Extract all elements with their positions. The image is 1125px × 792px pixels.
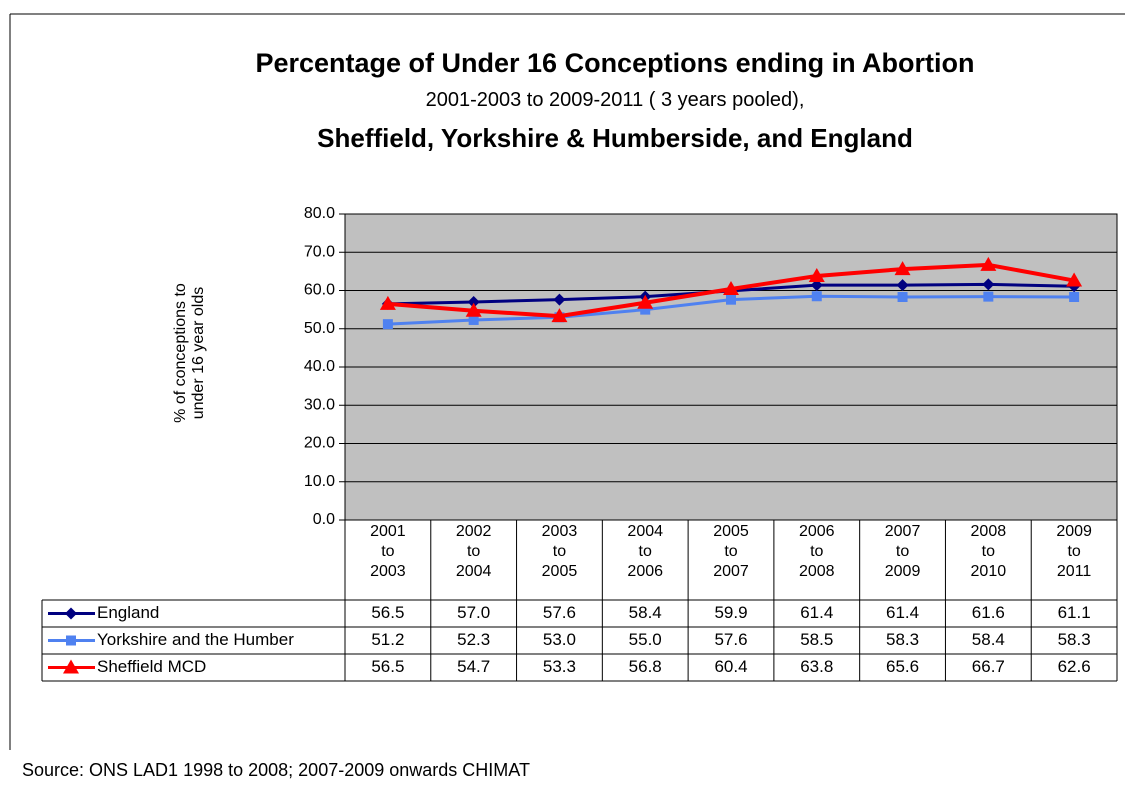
table-value: 60.4 xyxy=(714,657,747,676)
x-tick-label: 2002 to 2004 xyxy=(455,523,492,580)
source-note: Source: ONS LAD1 1998 to 2008; 2007-2009… xyxy=(22,760,530,780)
chart-subtitle: 2001-2003 to 2009-2011 ( 3 years pooled)… xyxy=(425,89,805,111)
table-value: 62.6 xyxy=(1058,657,1091,676)
y-tick-label: 50.0 xyxy=(304,320,335,337)
table-value: 61.4 xyxy=(886,603,919,622)
y-tick-label: 0.0 xyxy=(313,511,335,528)
y-tick-label: 30.0 xyxy=(304,396,335,413)
y-tick-label: 40.0 xyxy=(304,358,335,375)
x-tick-label: 2008 to 2010 xyxy=(970,523,1007,580)
marker xyxy=(553,293,566,306)
x-tick-label: 2004 to 2006 xyxy=(627,523,664,580)
marker xyxy=(637,294,654,309)
marker xyxy=(810,279,823,292)
table-value: 61.1 xyxy=(1058,603,1091,622)
legend-label: Sheffield MCD xyxy=(97,657,206,676)
table-value: 58.4 xyxy=(629,603,662,622)
marker xyxy=(808,267,825,282)
x-tick-label: 2005 to 2007 xyxy=(713,523,749,580)
table-value: 58.4 xyxy=(972,630,1005,649)
marker xyxy=(1069,292,1080,303)
marker xyxy=(465,302,482,317)
table-value: 61.6 xyxy=(972,603,1005,622)
table-value: 58.3 xyxy=(1058,630,1091,649)
x-tick-label: 2003 to 2005 xyxy=(541,523,578,580)
table-value: 65.6 xyxy=(886,657,919,676)
table-value: 53.0 xyxy=(543,630,576,649)
table-value: 58.5 xyxy=(800,630,833,649)
legend-label: England xyxy=(97,603,159,622)
marker xyxy=(1066,272,1083,287)
marker xyxy=(723,280,739,295)
y-tick-label: 10.0 xyxy=(304,473,335,490)
marker xyxy=(379,295,396,310)
marker xyxy=(66,635,76,646)
table-value: 55.0 xyxy=(629,630,662,649)
table-value: 66.7 xyxy=(972,657,1005,676)
x-tick-label: 2009 to 2011 xyxy=(1056,523,1092,580)
marker xyxy=(640,304,651,315)
marker xyxy=(551,308,568,323)
table-value: 53.3 xyxy=(543,657,576,676)
table-value: 52.3 xyxy=(457,630,490,649)
table-value: 61.4 xyxy=(800,603,833,622)
table-value: 59.9 xyxy=(714,603,747,622)
table-value: 63.8 xyxy=(800,657,833,676)
table-value: 56.5 xyxy=(371,603,404,622)
y-tick-label: 80.0 xyxy=(304,205,335,222)
marker xyxy=(980,256,997,271)
table-value: 57.0 xyxy=(457,603,490,622)
marker xyxy=(894,261,911,276)
marker xyxy=(467,295,480,308)
x-tick-label: 2001 to 2003 xyxy=(370,523,406,580)
chart-subtitle: Sheffield, Yorkshire & Humberside, and E… xyxy=(317,123,913,153)
marker xyxy=(982,278,995,291)
table-value: 56.8 xyxy=(629,657,662,676)
table-value: 54.7 xyxy=(457,657,490,676)
table-value: 57.6 xyxy=(543,603,576,622)
marker xyxy=(382,319,393,330)
y-tick-label: 20.0 xyxy=(304,435,335,452)
marker xyxy=(811,291,822,302)
table-value: 51.2 xyxy=(371,630,404,649)
x-tick-label: 2006 to 2008 xyxy=(798,523,835,580)
table-value: 56.5 xyxy=(371,657,404,676)
y-tick-label: 60.0 xyxy=(304,282,335,299)
marker xyxy=(896,279,909,292)
marker xyxy=(65,607,77,620)
table-value: 57.6 xyxy=(714,630,747,649)
marker xyxy=(726,294,736,305)
marker xyxy=(468,314,479,325)
table-value: 58.3 xyxy=(886,630,919,649)
chart-title: Percentage of Under 16 Conceptions endin… xyxy=(255,48,975,78)
marker xyxy=(63,659,79,674)
x-tick-label: 2007 to 2009 xyxy=(884,523,921,580)
marker xyxy=(897,292,908,303)
y-tick-label: 70.0 xyxy=(304,243,335,260)
marker xyxy=(983,291,994,302)
y-axis-title: % of conceptions to under 16 year olds xyxy=(172,283,207,423)
legend-label: Yorkshire and the Humber xyxy=(97,630,294,649)
